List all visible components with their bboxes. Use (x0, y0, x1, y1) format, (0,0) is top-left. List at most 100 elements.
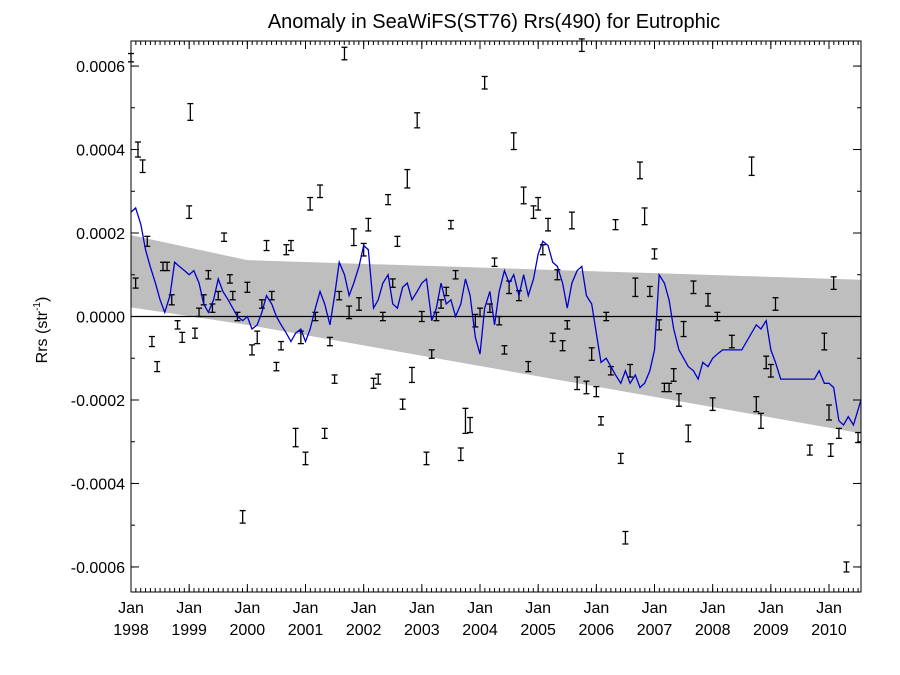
error-bar-point (477, 307, 484, 318)
x-tick-month-label: Jan (758, 600, 784, 617)
error-bar-point (385, 193, 392, 206)
error-bar-point (690, 280, 697, 295)
y-axis-label: Rrs (str-1) (32, 297, 51, 364)
error-bar-point (564, 320, 571, 330)
x-tick-year-label: 2003 (404, 622, 440, 639)
smoothed-line-layer (130, 206, 862, 427)
error-bar-point (588, 347, 595, 361)
x-tick-month-label: Jan (234, 600, 260, 617)
error-bar-point (728, 334, 735, 349)
error-bar-point (179, 331, 186, 344)
error-bar-point (350, 228, 357, 247)
error-bar-point (632, 277, 639, 298)
y-tick-label: -0.0006 (71, 560, 125, 577)
error-bar-point (278, 340, 285, 351)
error-bar-point (530, 205, 537, 220)
error-bar-point (356, 297, 363, 311)
error-bar-point (501, 345, 508, 355)
error-bar-point (826, 404, 833, 421)
x-tick-month-label: Jan (700, 600, 726, 617)
x-tick-month-label: Jan (467, 600, 493, 617)
error-bar-point (714, 311, 721, 322)
error-bar-point (597, 416, 604, 426)
error-bar-point (205, 269, 212, 280)
error-bar-point (830, 276, 837, 291)
error-bar-point (399, 398, 406, 410)
error-bar-point (612, 219, 619, 231)
error-bar-point (404, 168, 411, 189)
error-bar-point (321, 427, 328, 440)
error-bar-point (196, 307, 203, 318)
error-bar-point (254, 330, 261, 345)
error-bar-point (244, 281, 251, 293)
error-bar-point (239, 509, 246, 524)
error-bar-point (583, 380, 590, 395)
error-bar-point (827, 443, 834, 457)
x-tick-year-label: 2007 (637, 622, 673, 639)
y-tick-label: 0.0004 (76, 143, 125, 160)
error-bar-point (370, 377, 377, 389)
y-tick-label: 0.0006 (76, 59, 125, 76)
trend-band (131, 235, 861, 434)
error-bar-point (302, 451, 309, 466)
x-tick-year-label: 2009 (753, 622, 789, 639)
error-bar-point (525, 360, 532, 373)
chart-title: Anomaly in SeaWiFS(ST76) Rrs(490) for Eu… (268, 11, 720, 33)
x-tick-year-label: 2001 (288, 622, 324, 639)
error-bar-point (447, 219, 454, 230)
error-bar-point (414, 112, 421, 129)
error-bar-point (154, 360, 161, 373)
error-bar-point (554, 269, 561, 281)
x-tick-month-label: Jan (176, 600, 202, 617)
error-bar-point (680, 320, 687, 338)
x-tick-month-label: Jan (642, 600, 668, 617)
y-tick-label: -0.0004 (71, 476, 125, 493)
error-bar-point (622, 530, 629, 545)
error-bar-point (379, 311, 386, 322)
error-bar-point (593, 385, 600, 398)
error-bar-point (462, 407, 469, 435)
error-bar-point (535, 196, 542, 211)
y-tick-label: 0.0000 (76, 310, 125, 327)
x-tick-month-label: Jan (351, 600, 377, 617)
error-bar-point (685, 424, 692, 443)
error-bar-point (603, 311, 610, 322)
x-tick-year-label: 2000 (230, 622, 266, 639)
error-bar-point (229, 290, 236, 301)
error-bar-point (307, 196, 314, 211)
error-bar-point (452, 269, 459, 280)
error-bar-point (292, 427, 299, 448)
error-bar-point (389, 278, 396, 288)
error-bar-point (568, 211, 575, 230)
error-bar-point (651, 248, 658, 260)
error-bar-point (855, 431, 862, 444)
x-tick-year-label: 2010 (811, 622, 847, 639)
error-bar-point (394, 235, 401, 248)
error-bar-point (215, 290, 222, 301)
error-bar-point (520, 186, 527, 205)
error-bar-point (806, 444, 813, 456)
x-tick-year-label: 2005 (520, 622, 556, 639)
error-bar-point (843, 561, 850, 573)
error-bar-point (510, 132, 517, 151)
error-bar-point (326, 336, 333, 347)
error-bar-point (341, 46, 348, 61)
error-bar-point (748, 156, 755, 177)
error-bar-point (549, 332, 556, 343)
error-bar-point (273, 361, 280, 372)
error-bar-point (496, 315, 503, 326)
tick-layer: -0.0006 -0.0004 -0.0002 0.0000 0.0002 0.0004 0… (71, 41, 861, 639)
error-bar-point (164, 261, 171, 272)
error-bar-point (574, 376, 581, 391)
error-bar-point (491, 257, 498, 268)
error-bar-point (457, 447, 464, 462)
x-tick-month-label: Jan (118, 600, 144, 617)
x-tick-month-label: Jan (293, 600, 319, 617)
error-bar-point (132, 277, 139, 289)
error-bar-point (221, 232, 228, 243)
error-bar-point (283, 244, 290, 256)
error-bar-layer (128, 38, 862, 573)
error-bar-point (346, 305, 353, 320)
